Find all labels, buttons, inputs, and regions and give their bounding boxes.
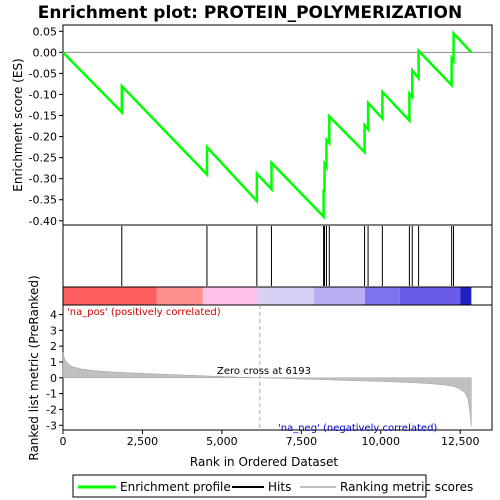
es-y-axis-label: Enrichment score (ES) bbox=[11, 58, 25, 191]
es-panel: 0.05 0.00 -0.05 -0.10 -0.15 -0.20 -0.25 -0.30 -0… bbox=[11, 24, 493, 228]
hit-markers bbox=[121, 226, 455, 286]
es-y-tick-label: -0.05 bbox=[29, 67, 57, 80]
x-tick-label: 2,500 bbox=[127, 435, 159, 448]
metric-y-axis-label: Ranked list metric (PreRanked) bbox=[27, 275, 41, 460]
es-y-tick-label: -0.15 bbox=[29, 110, 57, 123]
metric-y-tick-label: -1 bbox=[46, 388, 57, 401]
heatmap-segment bbox=[364, 287, 400, 305]
es-y-tick-label: -0.30 bbox=[29, 173, 57, 186]
metric-y-tick-label: 0 bbox=[50, 372, 57, 385]
heatmap-segment bbox=[460, 287, 472, 305]
es-y-tick-label: -0.20 bbox=[29, 131, 57, 144]
hits-panel-frame bbox=[62, 224, 493, 288]
metric-y-tick-label: -2 bbox=[46, 403, 57, 416]
heatmap-segment bbox=[202, 287, 257, 305]
metric-y-tick-label: -3 bbox=[46, 419, 57, 432]
heatmap-segment bbox=[399, 287, 461, 305]
metric-y-axis: 4 3 2 1 0 -1 -2 -3 bbox=[46, 308, 63, 432]
es-y-tick-label: -0.10 bbox=[29, 88, 57, 101]
es-panel-frame bbox=[62, 24, 493, 226]
annotation-positive: 'na_pos' (positively correlated) bbox=[67, 307, 221, 318]
annotation-negative: 'na_neg' (negatively correlated) bbox=[278, 423, 437, 434]
rank-heatmap-bar bbox=[62, 286, 493, 306]
legend-label-profile: Enrichment profile bbox=[120, 480, 231, 494]
es-y-tick-label: -0.40 bbox=[29, 215, 57, 228]
metric-panel-frame bbox=[62, 304, 493, 431]
x-tick-label: 12,500 bbox=[441, 435, 480, 448]
heatmap-segment bbox=[256, 287, 315, 305]
hits-panel bbox=[62, 224, 493, 288]
metric-y-tick-label: 1 bbox=[50, 356, 57, 369]
enrichment-profile-line bbox=[62, 30, 473, 220]
metric-panel: 4 3 2 1 0 -1 -2 -3 0 2,500 5,000 7,500 10,000 12,500… bbox=[27, 275, 493, 469]
es-y-tick-label: 0.00 bbox=[33, 46, 58, 59]
x-tick-label: 7,500 bbox=[286, 435, 318, 448]
x-tick-label: 5,000 bbox=[206, 435, 238, 448]
metric-x-axis: 0 2,500 5,000 7,500 10,000 12,500 bbox=[60, 430, 480, 448]
x-tick-label: 0 bbox=[60, 435, 67, 448]
es-y-tick-label: 0.05 bbox=[33, 25, 58, 38]
x-tick-label: 10,000 bbox=[362, 435, 401, 448]
x-axis-label: Rank in Ordered Dataset bbox=[190, 455, 338, 469]
annotation-zero-cross: Zero cross at 6193 bbox=[217, 366, 311, 377]
legend-label-metric: Ranking metric scores bbox=[340, 480, 473, 494]
heatmap-segment bbox=[63, 287, 157, 305]
metric-y-tick-label: 4 bbox=[50, 308, 57, 321]
legend: Enrichment profile Hits Ranking metric s… bbox=[72, 474, 473, 498]
metric-y-tick-label: 3 bbox=[50, 324, 57, 337]
es-y-axis: 0.05 0.00 -0.05 -0.10 -0.15 -0.20 -0.25 -0.30 -0… bbox=[29, 25, 63, 228]
ranking-metric-area bbox=[62, 352, 472, 427]
es-y-tick-label: -0.35 bbox=[29, 194, 57, 207]
chart-title: Enrichment plot: PROTEIN_POLYMERIZATION bbox=[38, 3, 462, 23]
es-y-tick-label: -0.25 bbox=[29, 152, 57, 165]
heatmap-segment bbox=[156, 287, 203, 305]
heatmap-segment bbox=[314, 287, 365, 305]
metric-y-tick-label: 2 bbox=[50, 340, 57, 353]
legend-label-hits: Hits bbox=[268, 480, 291, 494]
